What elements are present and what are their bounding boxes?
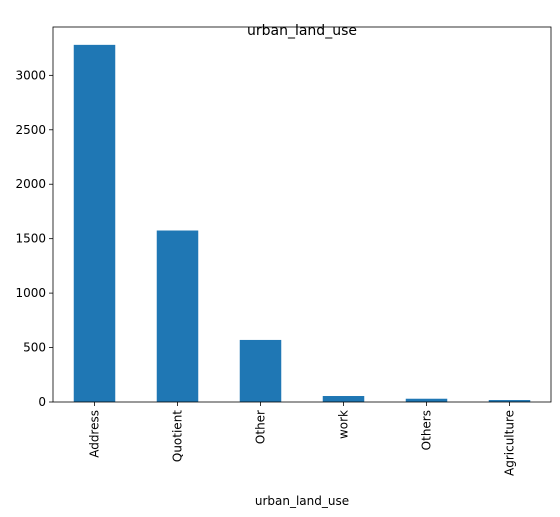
- y-tick-label-1000: 1000: [15, 286, 46, 300]
- x-axis-label: urban_land_use: [255, 494, 349, 508]
- bar-other: [239, 339, 282, 402]
- bar-quotient: [156, 230, 199, 402]
- x-tick-label-agriculture: Agriculture: [503, 410, 517, 476]
- y-tick-label-2000: 2000: [15, 177, 46, 191]
- plot-frame: [52, 26, 552, 403]
- chart-title: urban_land_use: [247, 23, 357, 39]
- y-tick-label-3000: 3000: [15, 68, 46, 82]
- bar-work: [322, 396, 365, 402]
- x-tick-label-other: Other: [254, 410, 268, 444]
- y-tick-label-0: 0: [38, 395, 46, 409]
- plot-area: 0 500 1000 1500 2000 2500 3000 Address Quotient O…: [15, 26, 552, 476]
- x-tick-label-work: work: [337, 410, 351, 439]
- x-tick-label-address: Address: [88, 410, 102, 458]
- bar-others: [405, 398, 448, 402]
- x-tick-label-quotient: Quotient: [171, 410, 185, 462]
- y-tick-label-500: 500: [23, 341, 46, 355]
- x-tick-label-others: Others: [420, 410, 434, 450]
- y-tick-label-2500: 2500: [15, 123, 46, 137]
- bar-address: [73, 44, 116, 402]
- y-tick-label-1500: 1500: [15, 232, 46, 246]
- bar-agriculture: [488, 400, 531, 402]
